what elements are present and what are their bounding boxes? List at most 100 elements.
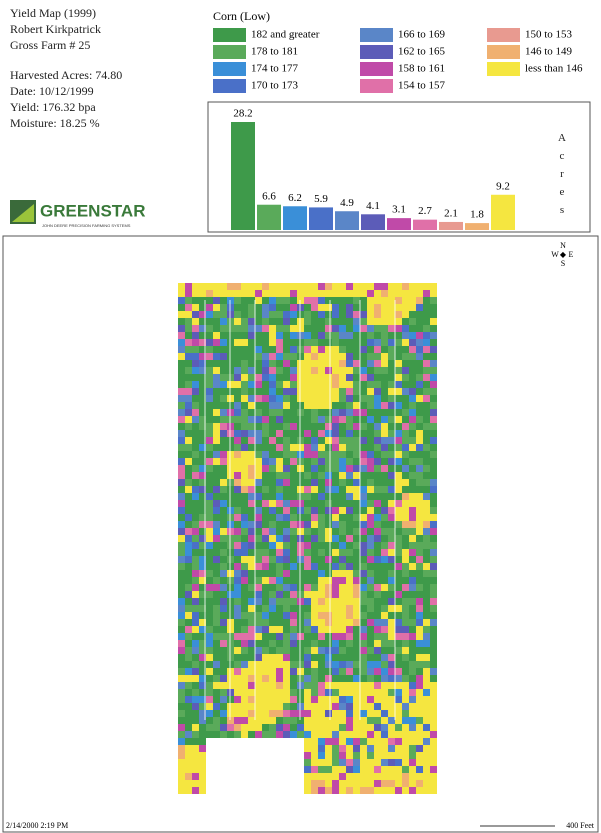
- yield-cell: [339, 668, 346, 675]
- yield-cell: [360, 598, 367, 605]
- yield-cell: [185, 787, 192, 794]
- yield-cell: [276, 304, 283, 311]
- yield-cell: [255, 640, 262, 647]
- yield-cell: [402, 458, 409, 465]
- yield-cell: [374, 402, 381, 409]
- yield-cell: [311, 654, 318, 661]
- yield-cell: [283, 297, 290, 304]
- yield-cell: [234, 647, 241, 654]
- yield-cell: [409, 738, 416, 745]
- yield-cell: [248, 598, 255, 605]
- yield-cell: [178, 444, 185, 451]
- yield-cell: [213, 535, 220, 542]
- yield-cell: [409, 500, 416, 507]
- yield-cell: [248, 395, 255, 402]
- yield-cell: [332, 542, 339, 549]
- yield-cell: [409, 696, 416, 703]
- yield-cell: [402, 423, 409, 430]
- yield-cell: [283, 283, 290, 290]
- yield-cell: [276, 528, 283, 535]
- yield-cell: [381, 402, 388, 409]
- yield-cell: [381, 731, 388, 738]
- yield-cell: [381, 647, 388, 654]
- yield-cell: [339, 549, 346, 556]
- yield-cell: [430, 633, 437, 640]
- yield-cell: [178, 395, 185, 402]
- yield-cell: [395, 374, 402, 381]
- yield-cell: [367, 738, 374, 745]
- yield-cell: [290, 549, 297, 556]
- yield-cell: [318, 500, 325, 507]
- yield-cell: [346, 472, 353, 479]
- yield-cell: [192, 472, 199, 479]
- yield-cell: [416, 542, 423, 549]
- yield-cell: [192, 318, 199, 325]
- yield-cell: [304, 696, 311, 703]
- yield-cell: [416, 465, 423, 472]
- yield-cell: [367, 787, 374, 794]
- yield-cell: [381, 584, 388, 591]
- yield-cell: [423, 661, 430, 668]
- yield-cell: [220, 437, 227, 444]
- yield-cell: [381, 668, 388, 675]
- yield-cell: [339, 479, 346, 486]
- yield-cell: [346, 367, 353, 374]
- yield-cell: [430, 423, 437, 430]
- yield-cell: [269, 521, 276, 528]
- yield-cell: [367, 507, 374, 514]
- yield-cell: [276, 640, 283, 647]
- yield-cell: [346, 745, 353, 752]
- yield-cell: [213, 402, 220, 409]
- yield-cell: [346, 759, 353, 766]
- yield-cell: [339, 654, 346, 661]
- yield-cell: [346, 290, 353, 297]
- yield-cell: [304, 437, 311, 444]
- yield-cell: [213, 472, 220, 479]
- yield-cell: [402, 647, 409, 654]
- yield-cell: [332, 409, 339, 416]
- yield-cell: [192, 542, 199, 549]
- chart-frame: [207, 101, 591, 233]
- yield-cell: [276, 451, 283, 458]
- yield-cell: [241, 724, 248, 731]
- yield-cell: [185, 675, 192, 682]
- yield-cell: [402, 367, 409, 374]
- yield-cell: [374, 570, 381, 577]
- yield-cell: [262, 619, 269, 626]
- yield-cell: [185, 563, 192, 570]
- yield-cell: [430, 339, 437, 346]
- yield-cell: [192, 458, 199, 465]
- yield-cell: [262, 528, 269, 535]
- yield-cell: [178, 479, 185, 486]
- yield-cell: [360, 717, 367, 724]
- yield-cell: [283, 535, 290, 542]
- yield-cell: [311, 612, 318, 619]
- yield-cell: [318, 458, 325, 465]
- yield-cell: [220, 668, 227, 675]
- yield-cell: [416, 752, 423, 759]
- yield-cell: [192, 325, 199, 332]
- legend-label: 146 to 149: [525, 46, 573, 58]
- yield-cell: [409, 668, 416, 675]
- yield-cell: [213, 591, 220, 598]
- yield-cell: [276, 570, 283, 577]
- yield-cell: [388, 339, 395, 346]
- yield-cell: [206, 486, 213, 493]
- yield-cell: [290, 297, 297, 304]
- yield-cell: [388, 661, 395, 668]
- yield-cell: [416, 633, 423, 640]
- yield-cell: [402, 472, 409, 479]
- yield-cell: [318, 598, 325, 605]
- yield-cell: [192, 402, 199, 409]
- yield-cell: [402, 542, 409, 549]
- yield-cell: [409, 724, 416, 731]
- yield-cell: [409, 479, 416, 486]
- yield-cell: [311, 549, 318, 556]
- yield-cell: [332, 752, 339, 759]
- yield-cell: [262, 507, 269, 514]
- yield-cell: [346, 451, 353, 458]
- yield-cell: [395, 612, 402, 619]
- yield-cell: [402, 780, 409, 787]
- yield-cell: [178, 318, 185, 325]
- yield-cell: [346, 675, 353, 682]
